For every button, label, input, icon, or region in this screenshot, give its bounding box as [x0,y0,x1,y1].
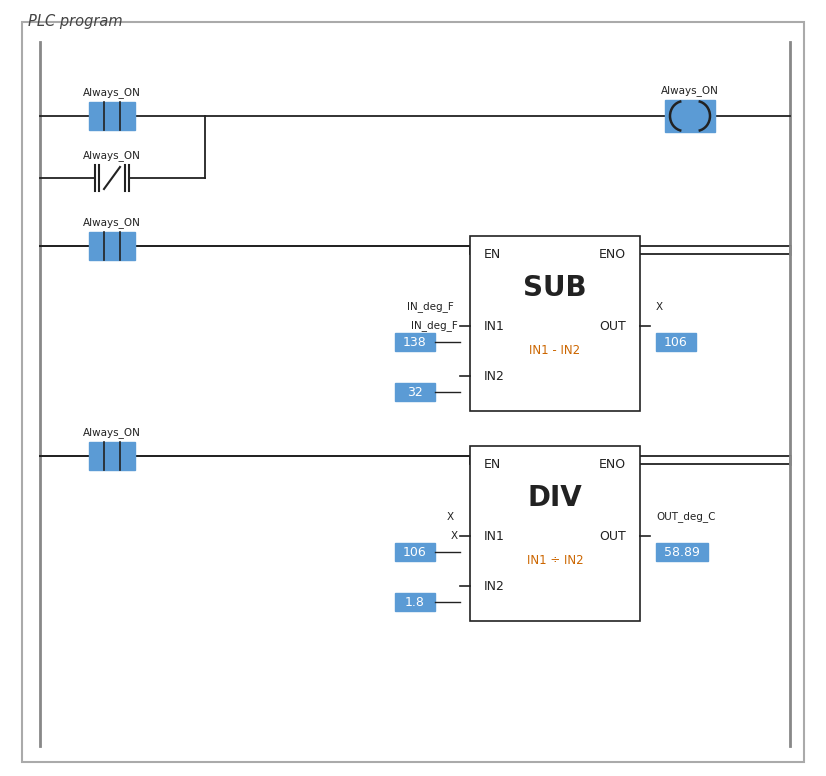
Text: X: X [451,531,458,541]
Text: PLC program: PLC program [28,14,122,29]
Text: 1.8: 1.8 [405,595,425,608]
Text: 106: 106 [664,335,688,348]
Bar [89,232,135,260]
Text: EN: EN [484,248,501,261]
Text: IN_deg_F: IN_deg_F [407,301,454,312]
Bar [470,446,640,621]
Text: IN_deg_F: IN_deg_F [411,320,458,331]
Bar [395,333,435,351]
Bar [395,543,435,561]
Bar [665,100,715,132]
Text: 106: 106 [403,546,427,559]
Text: Always_ON: Always_ON [661,85,719,96]
Text: OUT_deg_C: OUT_deg_C [656,511,715,522]
Text: OUT: OUT [599,529,626,542]
Text: X: X [447,512,454,522]
Text: X: X [656,302,663,312]
Text: 58.89: 58.89 [664,546,700,559]
Bar [656,543,708,561]
Text: IN2: IN2 [484,580,505,593]
Text: Always_ON: Always_ON [83,150,141,161]
Text: IN1: IN1 [484,529,505,542]
Text: ENO: ENO [599,458,626,470]
Text: SUB: SUB [523,274,586,302]
Bar [656,333,696,351]
Text: Always_ON: Always_ON [83,217,141,228]
Bar [89,102,135,130]
Text: 138: 138 [403,335,427,348]
Text: IN1: IN1 [484,320,505,332]
Text: DIV: DIV [528,484,582,512]
Text: Always_ON: Always_ON [83,87,141,98]
Text: EN: EN [484,458,501,470]
Bar [470,236,640,411]
Bar [89,442,135,470]
Text: OUT: OUT [599,320,626,332]
Bar [395,593,435,611]
Text: IN1 ÷ IN2: IN1 ÷ IN2 [527,553,583,566]
Text: ENO: ENO [599,248,626,261]
Text: 32: 32 [407,386,423,399]
Text: IN1 - IN2: IN1 - IN2 [529,344,581,356]
Text: Always_ON: Always_ON [83,427,141,438]
Bar [395,383,435,401]
Text: IN2: IN2 [484,369,505,383]
